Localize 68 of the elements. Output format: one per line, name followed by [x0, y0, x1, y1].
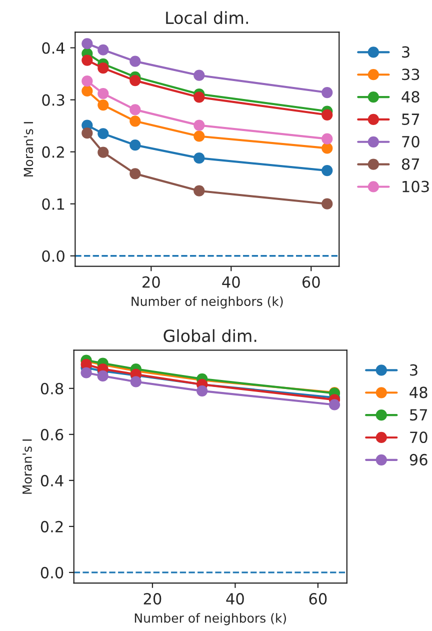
point	[82, 54, 93, 66]
legend-label: 3	[410, 364, 418, 376]
y-axis-title: Moran's I	[24, 122, 34, 176]
point	[98, 88, 109, 100]
point	[130, 168, 141, 180]
chart-title: Local dim.	[166, 11, 248, 24]
point	[194, 152, 205, 164]
point	[194, 185, 205, 196]
y-tick-label: 0.0	[40, 566, 64, 578]
y-tick-label: 0.8	[40, 382, 64, 394]
point	[196, 385, 208, 396]
legend-label: 3	[402, 46, 410, 58]
y-axis-title: Moran's I	[22, 439, 32, 494]
legend-label: 33	[402, 68, 420, 80]
x-tick-label: 60	[302, 276, 320, 288]
point	[130, 56, 141, 67]
legend-label: 57	[410, 409, 428, 421]
legend-label: 103	[402, 180, 429, 192]
x-tick-label: 20	[142, 276, 160, 288]
point	[98, 44, 109, 56]
point	[82, 76, 93, 87]
point	[322, 86, 333, 98]
point	[322, 109, 333, 120]
legend-label: 57	[402, 114, 420, 126]
x-axis-title: Number of neighbors (k)	[132, 296, 283, 308]
x-tick-label: 60	[309, 593, 327, 605]
point	[82, 128, 93, 139]
legend-label: 70	[410, 432, 428, 444]
chart-title: Global dim.	[164, 329, 256, 342]
point	[130, 104, 141, 116]
y-tick-label: 0.2	[40, 520, 63, 532]
y-tick-label: 0.6	[40, 428, 64, 440]
point	[130, 116, 141, 127]
point	[194, 130, 205, 142]
legend-label: 87	[402, 158, 420, 170]
x-tick-label: 20	[144, 593, 162, 605]
point	[322, 165, 333, 176]
y-tick-label: 0.4	[42, 42, 65, 54]
point	[82, 38, 93, 50]
legend-label: 96	[410, 454, 428, 466]
point	[130, 140, 141, 151]
point	[194, 120, 205, 131]
y-tick-label: 0.3	[42, 94, 64, 106]
y-tick-label: 0.1	[42, 198, 64, 210]
point	[130, 376, 142, 388]
point	[322, 142, 333, 154]
y-tick-label: 0.4	[40, 474, 64, 486]
point	[130, 75, 141, 86]
point	[328, 399, 340, 410]
y-tick-label: 0.0	[42, 250, 64, 262]
point	[97, 370, 108, 382]
x-tick-label: 40	[226, 593, 244, 605]
point	[98, 99, 109, 111]
point	[322, 133, 333, 144]
legend-label: 48	[402, 91, 420, 103]
point	[80, 367, 92, 378]
point	[98, 128, 109, 140]
point	[194, 92, 205, 103]
legend-label: 70	[402, 136, 420, 148]
point	[98, 62, 109, 74]
point	[194, 70, 205, 81]
point	[322, 198, 333, 210]
point	[98, 146, 109, 158]
legend-label: 48	[410, 386, 428, 398]
y-tick-label: 0.2	[42, 146, 64, 158]
x-tick-label: 40	[222, 276, 240, 288]
point	[82, 85, 93, 97]
x-axis-title: Number of neighbors (k)	[134, 613, 286, 626]
